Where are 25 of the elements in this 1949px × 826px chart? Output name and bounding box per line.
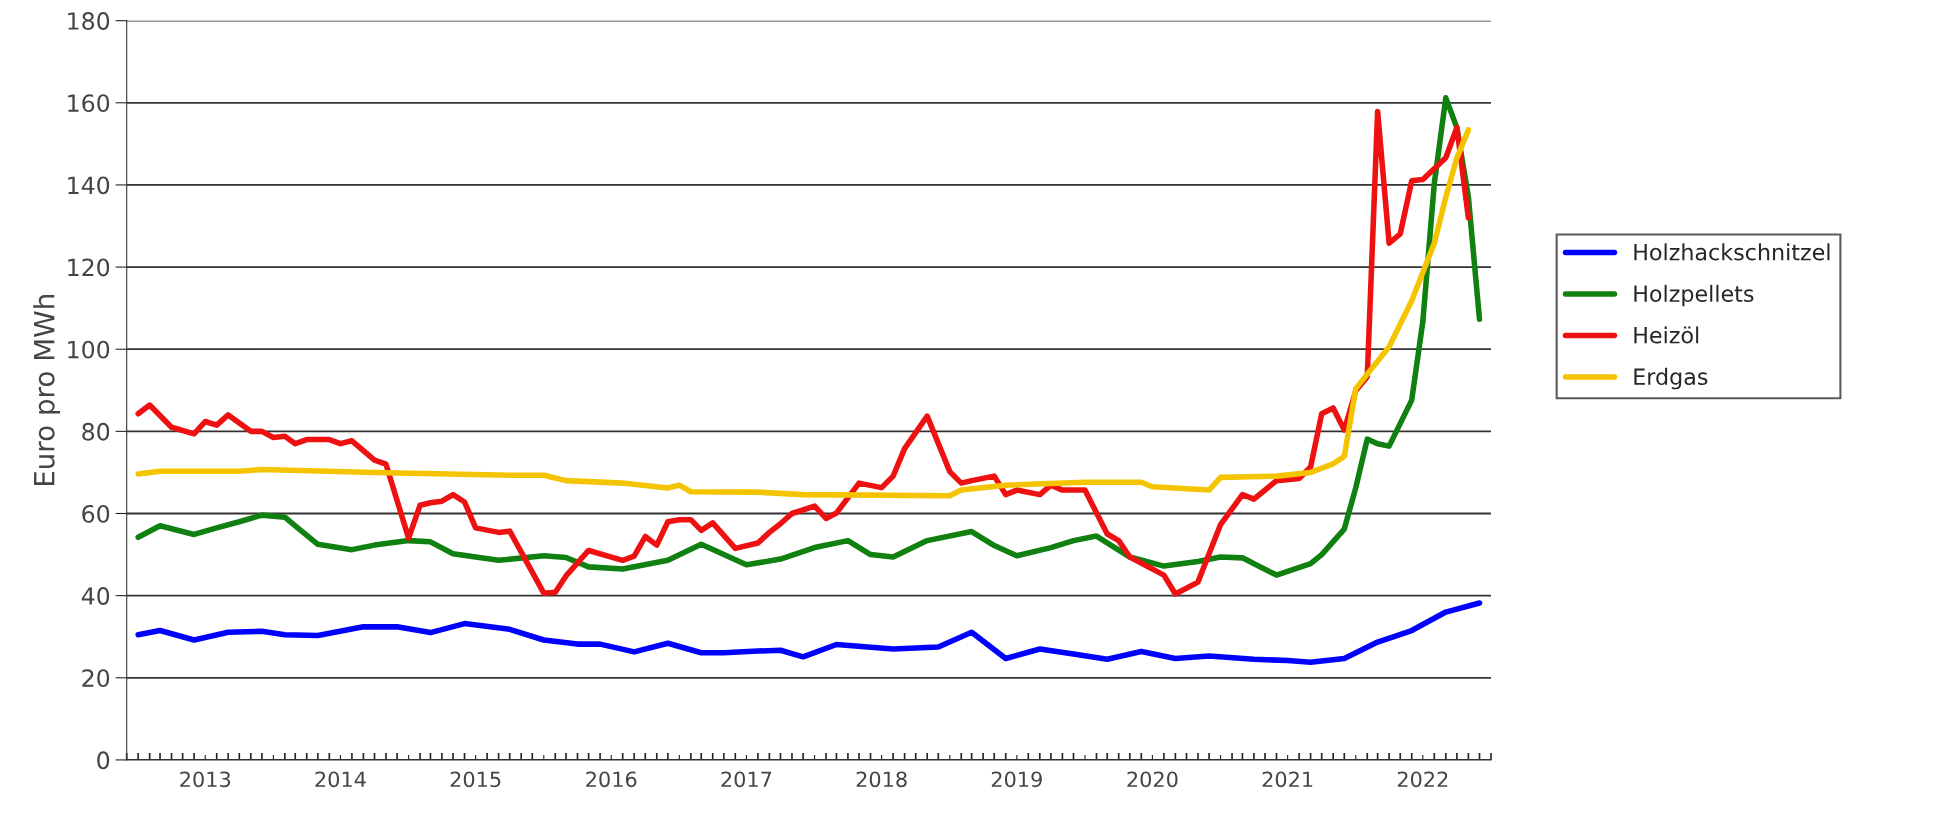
y-tick-label: 160 bbox=[68, 94, 110, 113]
y-tick-label: 80 bbox=[82, 422, 110, 441]
y-tick-label: 120 bbox=[68, 258, 110, 277]
y-tick-label: 100 bbox=[68, 340, 110, 359]
x-tick-label: 2014 bbox=[315, 771, 366, 788]
y-tick-label: 180 bbox=[68, 12, 110, 30]
x-tick-label: 2018 bbox=[856, 771, 907, 788]
x-tick-label: 2017 bbox=[721, 771, 772, 788]
x-tick-label: 2020 bbox=[1127, 771, 1178, 788]
y-tick-label: 40 bbox=[81, 587, 110, 605]
x-tick-label: 2022 bbox=[1397, 771, 1448, 788]
x-tick-label: 2016 bbox=[586, 771, 637, 788]
legend-label: Holzpellets bbox=[1634, 284, 1754, 307]
legend-label: Holzhackschnitzel bbox=[1634, 243, 1830, 261]
y-tick-label: 140 bbox=[68, 176, 110, 195]
y-tick-label: 0 bbox=[97, 751, 110, 770]
x-tick-label: 2013 bbox=[180, 771, 231, 788]
legend-label: Heizöl bbox=[1634, 326, 1699, 344]
y-tick-label: 20 bbox=[82, 669, 110, 688]
y-tick-label: 60 bbox=[82, 504, 110, 523]
y-axis-title: Euro pro MWh bbox=[33, 295, 61, 486]
x-tick-label: 2021 bbox=[1262, 771, 1313, 788]
x-tick-label: 2015 bbox=[450, 771, 501, 788]
legend-label: Erdgas bbox=[1634, 367, 1708, 390]
x-tick-label: 2019 bbox=[991, 771, 1042, 788]
